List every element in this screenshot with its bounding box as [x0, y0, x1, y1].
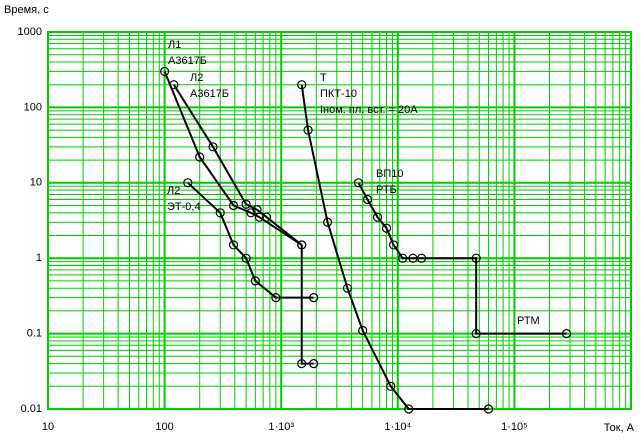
x-axis-label: Ток, А	[604, 422, 635, 434]
point	[250, 276, 260, 286]
point	[252, 205, 262, 215]
point	[241, 199, 251, 209]
point	[262, 212, 272, 222]
series-line	[357, 182, 567, 335]
y-tick-label: 100	[24, 101, 42, 113]
point	[408, 253, 418, 263]
y-tick-label: 1	[36, 252, 42, 264]
annotation: Л1	[168, 39, 181, 51]
point	[353, 178, 364, 188]
y-axis-label: Время, с	[4, 4, 49, 16]
point	[297, 359, 307, 369]
point	[342, 283, 353, 293]
point	[372, 212, 383, 222]
point	[160, 66, 170, 77]
x-tick-label: 10	[42, 421, 54, 433]
plot-border	[47, 31, 632, 410]
point	[183, 178, 193, 188]
x-tick-label: 100	[155, 421, 173, 433]
point	[386, 381, 396, 391]
point	[215, 208, 225, 218]
point	[417, 253, 427, 263]
point	[241, 253, 251, 263]
point	[362, 194, 373, 205]
y-tick-label: 0.01	[21, 403, 42, 415]
point	[404, 404, 414, 414]
annotation: Т	[320, 72, 327, 84]
x-tick-label: 1·10⁴	[384, 421, 411, 433]
annotation: А3617Б	[168, 55, 207, 67]
annotation: ЭТ-0,4	[167, 201, 201, 213]
point	[483, 404, 494, 414]
y-tick-label: 10	[30, 177, 42, 189]
annotation: Iном. пл. вст. = 20А	[320, 104, 418, 116]
series-line	[300, 84, 489, 410]
series-line	[172, 84, 314, 365]
point	[381, 223, 392, 233]
point	[297, 80, 307, 90]
point	[303, 125, 313, 135]
series-line	[187, 182, 314, 299]
annotation: Л2	[190, 72, 203, 84]
point	[309, 359, 319, 369]
point	[471, 253, 481, 263]
y-tick-label: 0.1	[27, 328, 42, 340]
annotation: Л2	[167, 185, 180, 197]
point	[271, 293, 281, 303]
y-tick-label: 1000	[18, 26, 42, 38]
point	[228, 200, 239, 211]
point	[228, 240, 239, 250]
point	[309, 293, 319, 303]
point	[398, 253, 408, 263]
point	[358, 325, 368, 336]
x-tick-label: 1·10³	[268, 421, 294, 433]
series-line	[163, 71, 303, 246]
point	[561, 329, 572, 339]
x-tick-label: 1·10⁵	[501, 421, 528, 433]
point	[297, 240, 307, 250]
annotation: РТБ	[376, 184, 397, 196]
point	[322, 217, 333, 227]
annotation: ВП10	[376, 168, 403, 180]
point	[471, 329, 481, 339]
annotation: А3617Б	[190, 88, 229, 100]
annotation: ПКТ-10	[320, 88, 357, 100]
point	[208, 142, 218, 152]
annotation: РТМ	[517, 315, 540, 327]
point	[195, 152, 205, 162]
point	[388, 240, 399, 250]
point	[169, 80, 179, 90]
